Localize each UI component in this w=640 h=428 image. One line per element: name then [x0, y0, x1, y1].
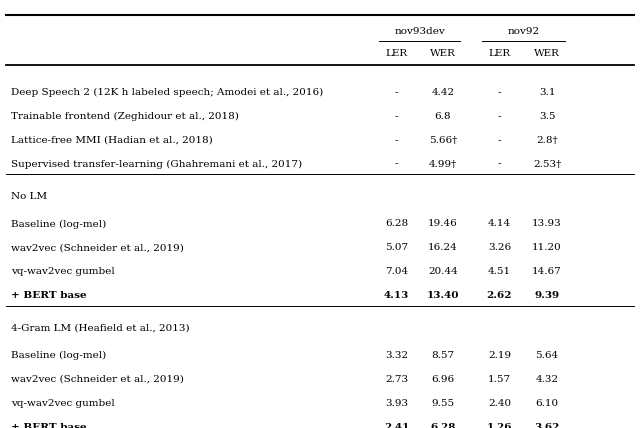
Text: 3.26: 3.26 [488, 244, 511, 253]
Text: No LM: No LM [12, 192, 47, 201]
Text: 2.62: 2.62 [486, 291, 512, 300]
Text: WER: WER [534, 49, 560, 58]
Text: 4.99†: 4.99† [429, 160, 457, 169]
Text: 2.73: 2.73 [385, 375, 408, 384]
Text: 2.40: 2.40 [488, 399, 511, 408]
Text: 3.93: 3.93 [385, 399, 408, 408]
Text: -: - [395, 160, 398, 169]
Text: 2.19: 2.19 [488, 351, 511, 360]
Text: -: - [498, 160, 501, 169]
Text: 20.44: 20.44 [428, 268, 458, 276]
Text: Deep Speech 2 (12K h labeled speech; Amodei et al., 2016): Deep Speech 2 (12K h labeled speech; Amo… [12, 88, 324, 97]
Text: + BERT base: + BERT base [12, 291, 87, 300]
Text: Trainable frontend (Zeghidour et al., 2018): Trainable frontend (Zeghidour et al., 20… [12, 112, 239, 121]
Text: 6.8: 6.8 [435, 112, 451, 121]
Text: vq-wav2vec gumbel: vq-wav2vec gumbel [12, 268, 115, 276]
Text: Baseline (log-mel): Baseline (log-mel) [12, 220, 107, 229]
Text: -: - [395, 112, 398, 121]
Text: 11.20: 11.20 [532, 244, 562, 253]
Text: 2.41: 2.41 [384, 423, 409, 428]
Text: 3.5: 3.5 [539, 112, 556, 121]
Text: LER: LER [488, 49, 511, 58]
Text: 3.62: 3.62 [534, 423, 560, 428]
Text: 4.13: 4.13 [384, 291, 409, 300]
Text: 16.24: 16.24 [428, 244, 458, 253]
Text: LER: LER [385, 49, 408, 58]
Text: + BERT base: + BERT base [12, 423, 87, 428]
Text: 4-Gram LM (Heafield et al., 2013): 4-Gram LM (Heafield et al., 2013) [12, 324, 190, 333]
Text: 4.32: 4.32 [536, 375, 559, 384]
Text: -: - [498, 112, 501, 121]
Text: 4.51: 4.51 [488, 268, 511, 276]
Text: 3.32: 3.32 [385, 351, 408, 360]
Text: wav2vec (Schneider et al., 2019): wav2vec (Schneider et al., 2019) [12, 375, 184, 384]
Text: 5.07: 5.07 [385, 244, 408, 253]
Text: Lattice-free MMI (Hadian et al., 2018): Lattice-free MMI (Hadian et al., 2018) [12, 136, 213, 145]
Text: 8.57: 8.57 [431, 351, 454, 360]
Text: 4.14: 4.14 [488, 220, 511, 229]
Text: nov93dev: nov93dev [394, 27, 445, 36]
Text: 5.64: 5.64 [536, 351, 559, 360]
Text: vq-wav2vec gumbel: vq-wav2vec gumbel [12, 399, 115, 408]
Text: Baseline (log-mel): Baseline (log-mel) [12, 351, 107, 360]
Text: 9.55: 9.55 [431, 399, 454, 408]
Text: 13.40: 13.40 [427, 291, 459, 300]
Text: nov92: nov92 [507, 27, 540, 36]
Text: 6.96: 6.96 [431, 375, 454, 384]
Text: 2.8†: 2.8† [536, 136, 558, 145]
Text: 6.28: 6.28 [385, 220, 408, 229]
Text: 4.42: 4.42 [431, 88, 454, 97]
Text: 19.46: 19.46 [428, 220, 458, 229]
Text: 6.10: 6.10 [536, 399, 559, 408]
Text: -: - [395, 88, 398, 97]
Text: 7.04: 7.04 [385, 268, 408, 276]
Text: -: - [395, 136, 398, 145]
Text: 9.39: 9.39 [534, 291, 559, 300]
Text: 14.67: 14.67 [532, 268, 562, 276]
Text: 5.66†: 5.66† [429, 136, 457, 145]
Text: 3.1: 3.1 [539, 88, 556, 97]
Text: 13.93: 13.93 [532, 220, 562, 229]
Text: -: - [498, 136, 501, 145]
Text: Supervised transfer-learning (Ghahremani et al., 2017): Supervised transfer-learning (Ghahremani… [12, 160, 303, 169]
Text: 2.53†: 2.53† [533, 160, 561, 169]
Text: 1.26: 1.26 [486, 423, 512, 428]
Text: WER: WER [430, 49, 456, 58]
Text: -: - [498, 88, 501, 97]
Text: 6.28: 6.28 [430, 423, 456, 428]
Text: 1.57: 1.57 [488, 375, 511, 384]
Text: wav2vec (Schneider et al., 2019): wav2vec (Schneider et al., 2019) [12, 244, 184, 253]
